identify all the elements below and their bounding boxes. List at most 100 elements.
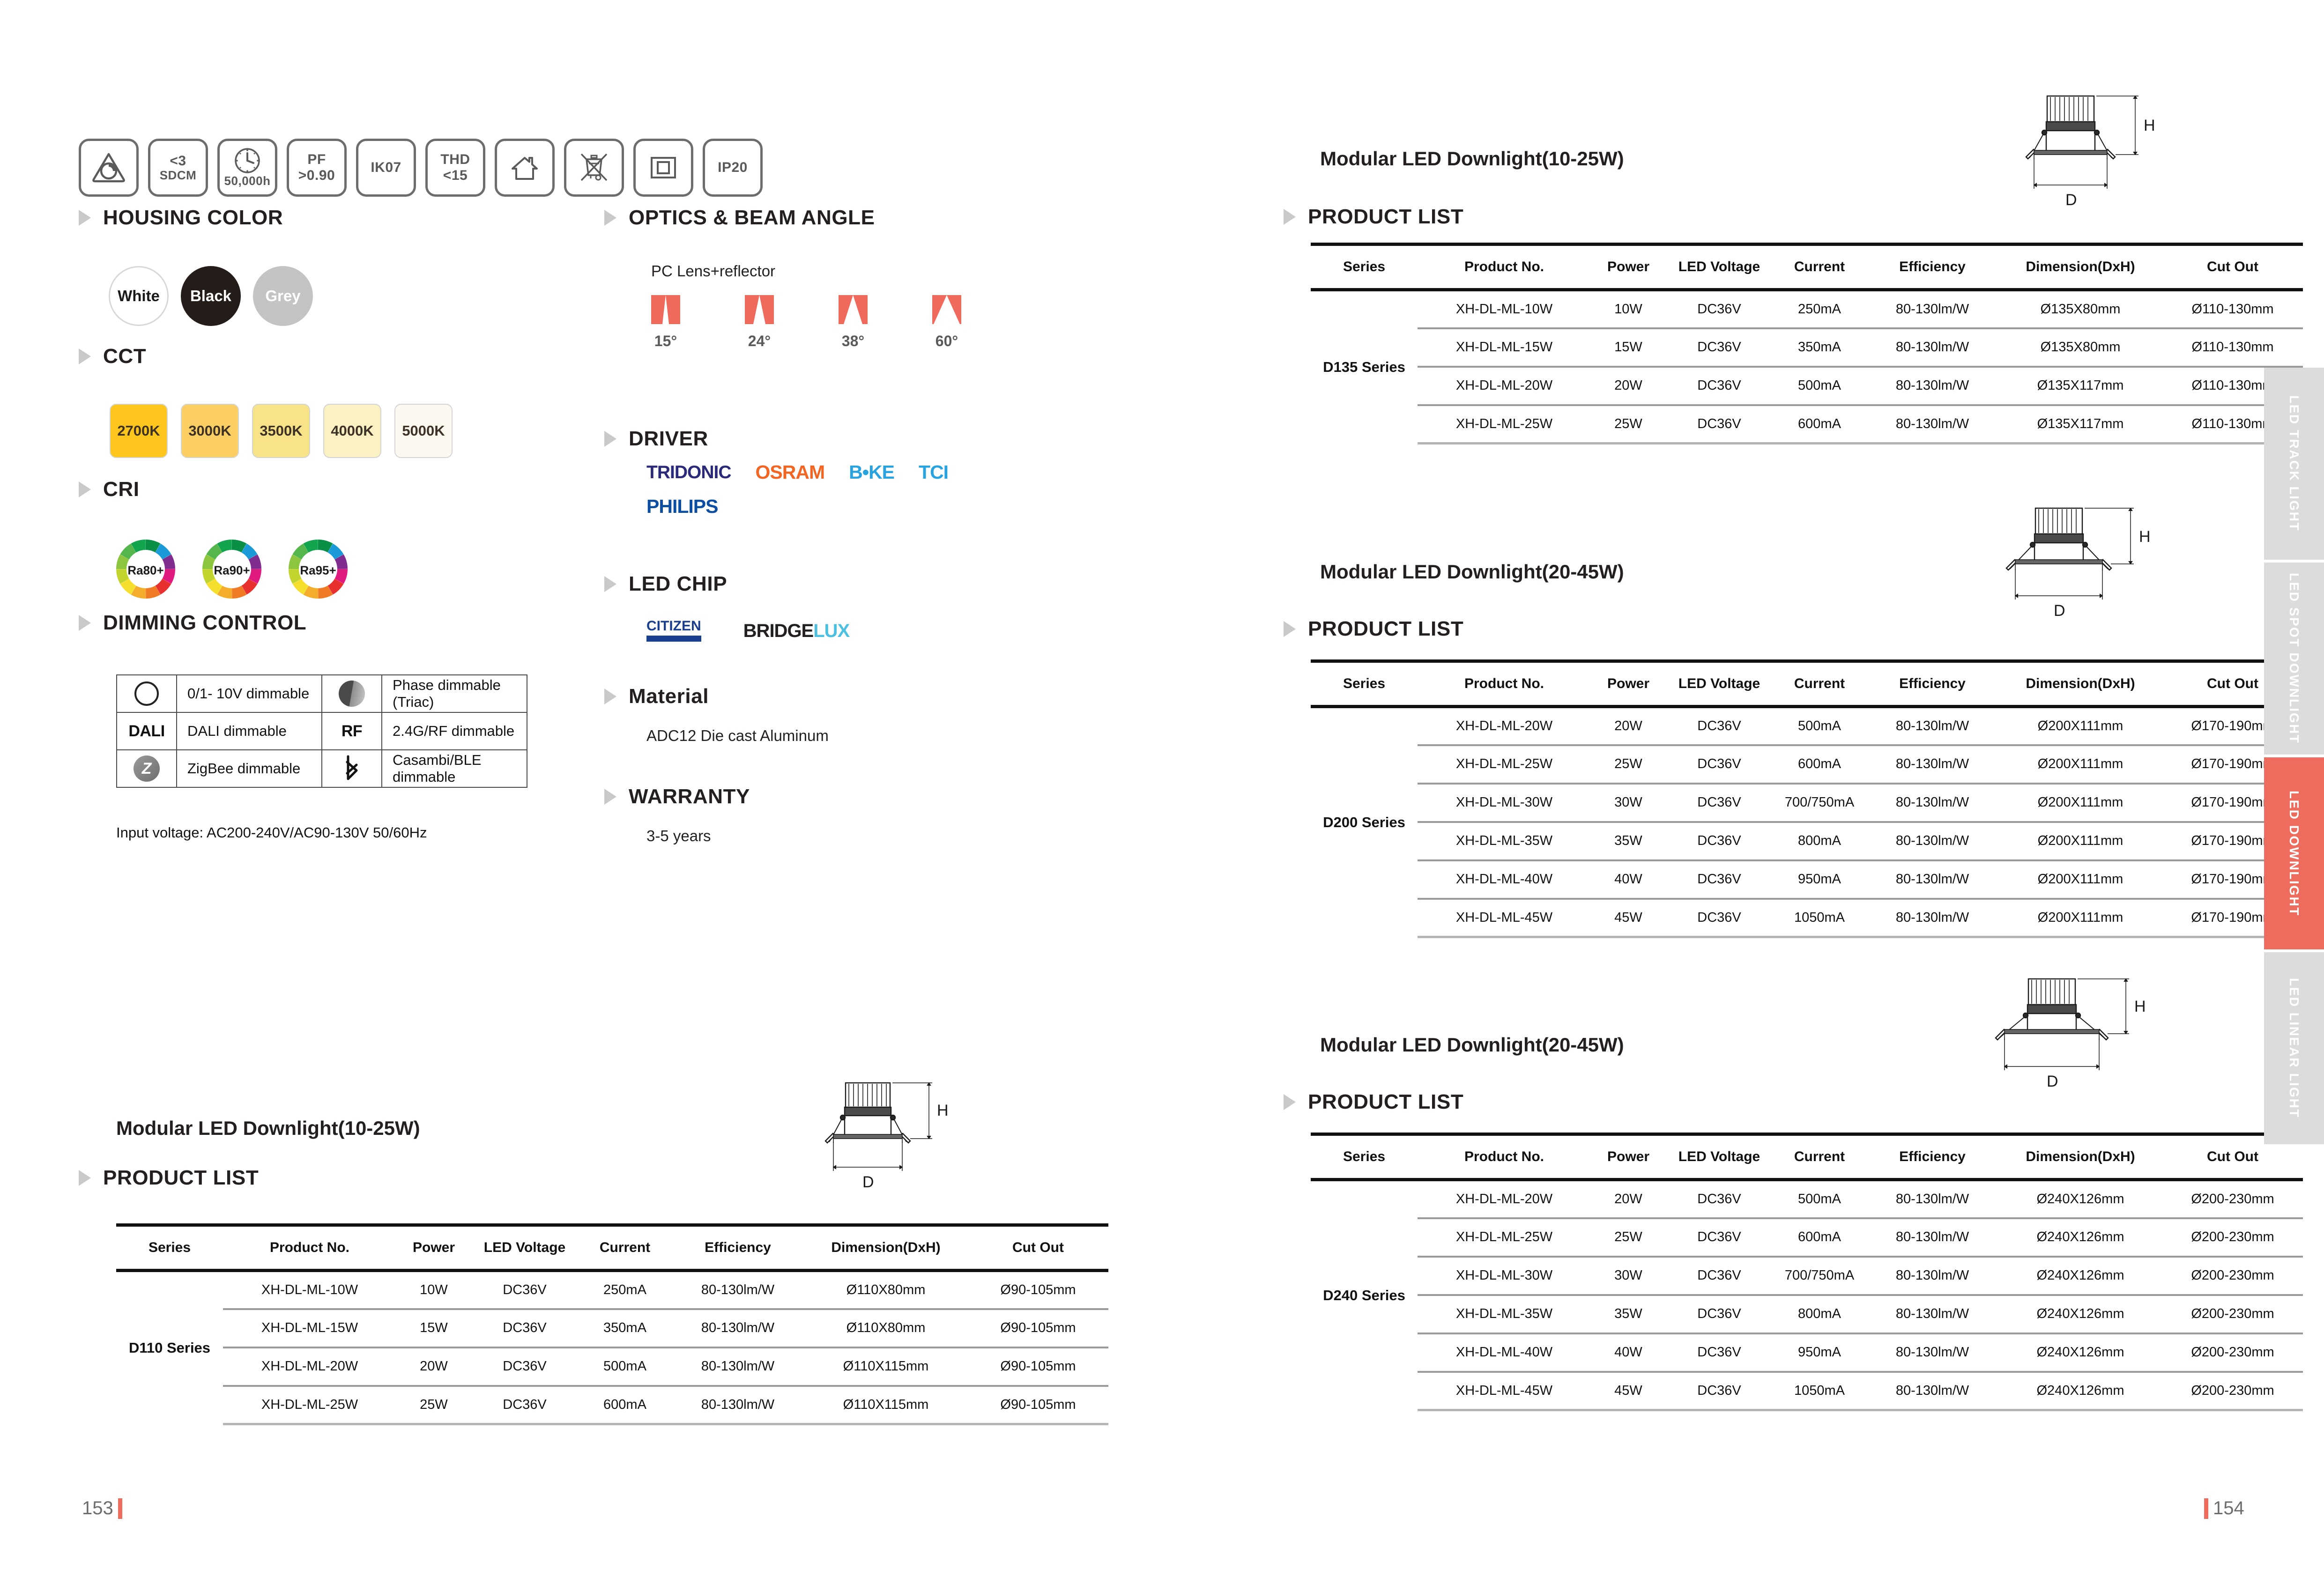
sdcm-line-1: <3 [170, 153, 186, 169]
col-current: Current [578, 1223, 672, 1272]
series-label: D135 Series [1323, 359, 1405, 376]
beam-cone-icon [839, 295, 868, 324]
spec-table-d240: Series Product No. Power LED Voltage Cur… [1311, 1133, 2303, 1411]
cell-power: 10W [396, 1270, 471, 1310]
ce-mark-icon [79, 139, 139, 197]
drawing-height-label: H [2144, 117, 2155, 134]
zigbee-icon: Z [116, 749, 177, 788]
color-wheel-icon [202, 540, 261, 599]
cct-swatch-2700k[interactable]: 2700K [110, 404, 168, 458]
housing-swatch-black[interactable]: Black [181, 266, 241, 326]
dali-badge-icon: DALI [116, 712, 177, 750]
col-voltage: LED Voltage [471, 1223, 578, 1272]
dimming-label: Phase dimmable (Triac) [381, 674, 527, 713]
dial-icon [116, 674, 177, 713]
housing-color-title: HOUSING COLOR [103, 206, 283, 229]
col-efficiency: Efficiency [1866, 659, 1998, 708]
drawing-height-label: H [2139, 528, 2151, 546]
cell-voltage: DC36V [1666, 328, 1773, 368]
cell-dimension: Ø135X117mm [1998, 405, 2162, 444]
table-header-row: Series Product No. Power LED Voltage Cur… [1311, 243, 2303, 291]
triangle-bullet-icon [79, 481, 91, 497]
cell-power: 15W [1591, 328, 1666, 368]
cct-swatch-3000k[interactable]: 3000K [181, 404, 239, 458]
cell-power: 30W [1591, 783, 1666, 823]
cell-voltage: DC36V [471, 1385, 578, 1425]
cell-efficiency: 80-130lm/W [672, 1347, 804, 1387]
beam-angle-label: 38° [841, 333, 865, 349]
product-heading-d135: Modular LED Downlight(10-25W) [1320, 148, 1624, 170]
product-heading-d240: Modular LED Downlight(20-45W) [1320, 1034, 1624, 1056]
thd-line-2: <15 [443, 168, 468, 183]
col-product: Product No. [1418, 1133, 1591, 1181]
cri-title: CRI [103, 478, 140, 501]
cell-power: 25W [1591, 1218, 1666, 1258]
cell-product: XH-DL-ML-10W [1418, 289, 1591, 329]
cell-efficiency: 80-130lm/W [672, 1270, 804, 1310]
table-row: XH-DL-ML-20W 20W DC36V 500mA 80-130lm/W … [116, 1347, 1108, 1387]
drawing-diameter-label: D [862, 1173, 874, 1191]
cell-efficiency: 80-130lm/W [1866, 1333, 1998, 1373]
cell-efficiency: 80-130lm/W [1866, 1256, 1998, 1296]
housing-swatch-white[interactable]: White [109, 266, 169, 326]
product-list-title: PRODUCT LIST [1308, 205, 1464, 228]
pf-line-1: PF [307, 152, 326, 168]
cri-wheel-ra80[interactable]: Ra80+ [116, 540, 175, 599]
cct-label: 5000K [402, 422, 445, 439]
housing-label: White [118, 287, 160, 304]
cell-voltage: DC36V [1666, 706, 1773, 746]
drawing-diameter-label: D [2054, 602, 2065, 620]
certification-icon-row: <3 SDCM 50,000h PF >0.90 [79, 139, 763, 197]
cell-power: 35W [1591, 822, 1666, 861]
spec-table-d135: Series Product No. Power LED Voltage Cur… [1311, 243, 2303, 444]
col-efficiency: Efficiency [672, 1223, 804, 1272]
col-voltage: LED Voltage [1666, 243, 1773, 291]
drawing-height-label: H [937, 1102, 949, 1119]
cell-current: 500mA [1773, 1179, 1866, 1219]
cell-power: 40W [1591, 1333, 1666, 1373]
cell-efficiency: 80-130lm/W [1866, 366, 1998, 406]
cri-wheel-ra90[interactable]: Ra90+ [202, 540, 261, 599]
tab-led-linear-light[interactable]: LED LINEAR LIGHT [2264, 952, 2324, 1144]
cct-label: 3500K [260, 422, 303, 439]
cell-current: 250mA [1773, 289, 1866, 329]
cct-swatch-3500k[interactable]: 3500K [252, 404, 310, 458]
table-row: XH-DL-ML-25W 25W DC36V 600mA 80-130lm/W … [116, 1385, 1108, 1425]
col-current: Current [1773, 1133, 1866, 1181]
product-list-section-d200: PRODUCT LIST [1284, 617, 1463, 641]
cell-product: XH-DL-ML-45W [1418, 1371, 1591, 1411]
cell-current: 600mA [578, 1385, 672, 1425]
table-row: XH-DL-ML-40W 40W DC36V 950mA 80-130lm/W … [1311, 1333, 2303, 1373]
color-wheel-icon [116, 540, 175, 599]
table-row: XH-DL-ML-40W 40W DC36V 950mA 80-130lm/W … [1311, 860, 2303, 900]
cell-power: 30W [1591, 1256, 1666, 1296]
page-number-accent-bar [2204, 1498, 2208, 1519]
drawing-height-label: H [2134, 998, 2146, 1015]
driver-section: DRIVER [604, 427, 708, 451]
col-voltage: LED Voltage [1666, 1133, 1773, 1181]
product-list-title: PRODUCT LIST [1308, 617, 1464, 640]
table-row: XH-DL-ML-15W 15W DC36V 350mA 80-130lm/W … [116, 1309, 1108, 1348]
led-chip-title: LED CHIP [629, 572, 728, 595]
triangle-bullet-icon [604, 431, 616, 447]
housing-swatch-grey[interactable]: Grey [253, 266, 313, 326]
cell-current: 950mA [1773, 860, 1866, 900]
cell-cutout: Ø110-130mm [2162, 289, 2303, 329]
dimming-control-section: DIMMING CONTROL [79, 611, 306, 635]
tab-led-downlight[interactable]: LED DOWNLIGHT [2264, 757, 2324, 949]
tab-led-spot-downlight[interactable]: LED SPOT DOWNLIGHT [2264, 563, 2324, 755]
cri-wheel-ra95[interactable]: Ra95+ [289, 540, 348, 599]
series-label: D200 Series [1323, 814, 1405, 831]
cell-product: XH-DL-ML-35W [1418, 1295, 1591, 1334]
tab-led-track-light[interactable]: LED TRACK LIGHT [2264, 368, 2324, 560]
class-two-icon [633, 139, 693, 197]
cct-swatch-4000k[interactable]: 4000K [323, 404, 381, 458]
col-product: Product No. [223, 1223, 396, 1272]
table-row: XH-DL-ML-30W 30W DC36V 700/750mA 80-130l… [1311, 783, 2303, 823]
dimming-label: 0/1- 10V dimmable [176, 674, 322, 713]
table-row: XH-DL-ML-25W 25W DC36V 600mA 80-130lm/W … [1311, 1218, 2303, 1258]
table-row: XH-DL-ML-30W 30W DC36V 700/750mA 80-130l… [1311, 1256, 2303, 1296]
cct-swatch-5000k[interactable]: 5000K [394, 404, 453, 458]
triangle-bullet-icon [79, 1170, 91, 1186]
thd-icon: THD <15 [425, 139, 485, 197]
